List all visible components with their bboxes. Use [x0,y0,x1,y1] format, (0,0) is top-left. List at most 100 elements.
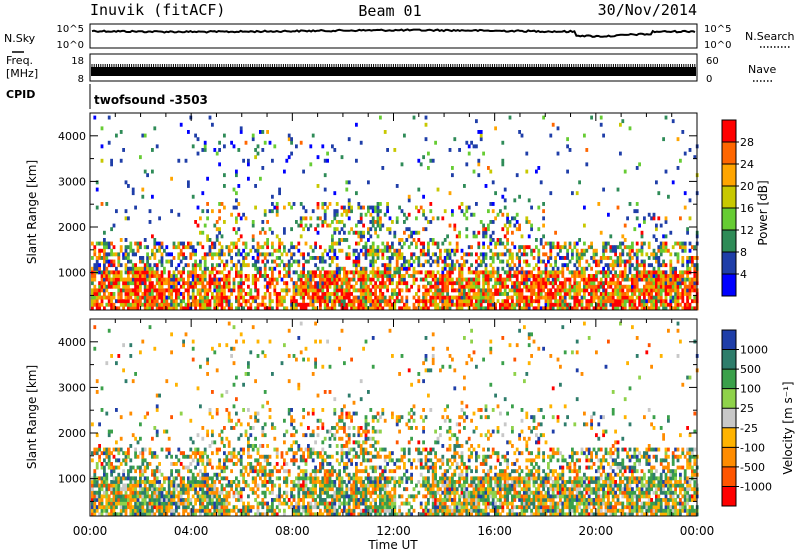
echo-cell [506,212,509,217]
echo-cell [287,137,291,142]
echo-cell [321,259,325,264]
echo-cell [93,451,97,456]
freq-left-tick-bottom: 8 [78,74,84,85]
echo-cell [439,277,442,282]
echo-cell [542,259,545,264]
echo-cell [499,274,502,278]
echo-cell [388,295,392,300]
echo-cell [563,277,567,282]
echo-cell [237,299,241,304]
echo-cell [477,295,481,300]
echo-cell [338,220,341,224]
echo-cell [489,302,493,307]
echo-cell [631,245,634,250]
echo-cell [333,230,337,235]
echo-cell [518,245,521,250]
echo-cell [415,216,418,221]
echo-cell [143,508,147,513]
echo-cell [167,508,171,513]
echo-cell [359,281,363,286]
echo-cell [597,306,601,311]
echo-cell [206,238,209,242]
echo-cell [559,288,562,293]
echo-cell [547,277,550,282]
echo-cell [115,361,118,366]
echo-cell [335,209,339,214]
echo-cell [141,133,145,138]
echo-cell [467,205,471,210]
echo-cell [287,133,291,138]
echo-cell [196,241,200,246]
echo-cell [458,266,461,271]
echo-cell [460,209,464,214]
echo-cell [93,508,97,513]
echo-cell [587,299,591,304]
echo-cell [122,277,125,282]
echo-cell [151,284,154,289]
echo-cell [321,223,325,228]
echo-cell [122,252,125,257]
echo-cell [494,281,497,286]
echo-cell [602,299,605,304]
echo-cell [278,248,281,253]
echo-cell [124,252,128,257]
echo-cell [638,292,641,296]
echo-cell [163,476,166,481]
echo-cell [479,133,483,138]
echo-cell [103,476,106,481]
echo-cell [215,227,219,232]
echo-cell [506,270,509,275]
echo-cell [127,292,130,296]
echo-cell [604,248,608,253]
echo-cell [299,274,303,278]
echo-cell [655,295,658,300]
echo-cell [491,202,495,206]
echo-cell [638,270,641,275]
echo-cell [657,277,661,282]
echo-cell [477,284,481,289]
echo-cell [100,202,104,206]
echo-cell [103,256,106,260]
echo-cell [460,277,464,282]
echo-cell [379,209,382,214]
echo-cell [117,252,121,257]
echo-cell [422,155,425,160]
echo-cell [664,245,668,250]
echo-cell [206,505,209,510]
echo-cell [647,277,651,282]
echo-cell [398,288,401,293]
echo-cell [95,187,99,192]
echo-cell [347,137,351,142]
echo-cell [405,270,409,275]
echo-cell [158,487,161,492]
echo-cell [230,306,233,311]
echo-cell [307,288,310,293]
echo-cell [345,256,349,260]
echo-cell [424,284,428,289]
echo-cell [371,266,375,271]
echo-cell [163,512,166,517]
echo-cell [153,487,157,492]
echo-cell [187,498,190,502]
echo-cell [501,241,505,246]
echo-cell [405,216,409,221]
echo-cell [119,415,123,420]
echo-cell [633,292,637,296]
echo-cell [482,151,485,156]
echo-cell [208,245,212,250]
echo-cell [141,270,145,275]
echo-cell [206,512,209,517]
echo-cell [333,295,337,300]
echo-cell [451,284,454,289]
echo-cell [393,252,397,257]
echo-cell [237,483,241,488]
echo-cell [439,292,442,296]
echo-cell [239,281,243,286]
echo-cell [131,252,135,257]
echo-cell [134,284,137,289]
echo-cell [691,263,694,268]
echo-cell [501,158,505,163]
echo-cell [662,137,665,142]
echo-cell [506,274,509,278]
echo-cell [647,241,651,246]
